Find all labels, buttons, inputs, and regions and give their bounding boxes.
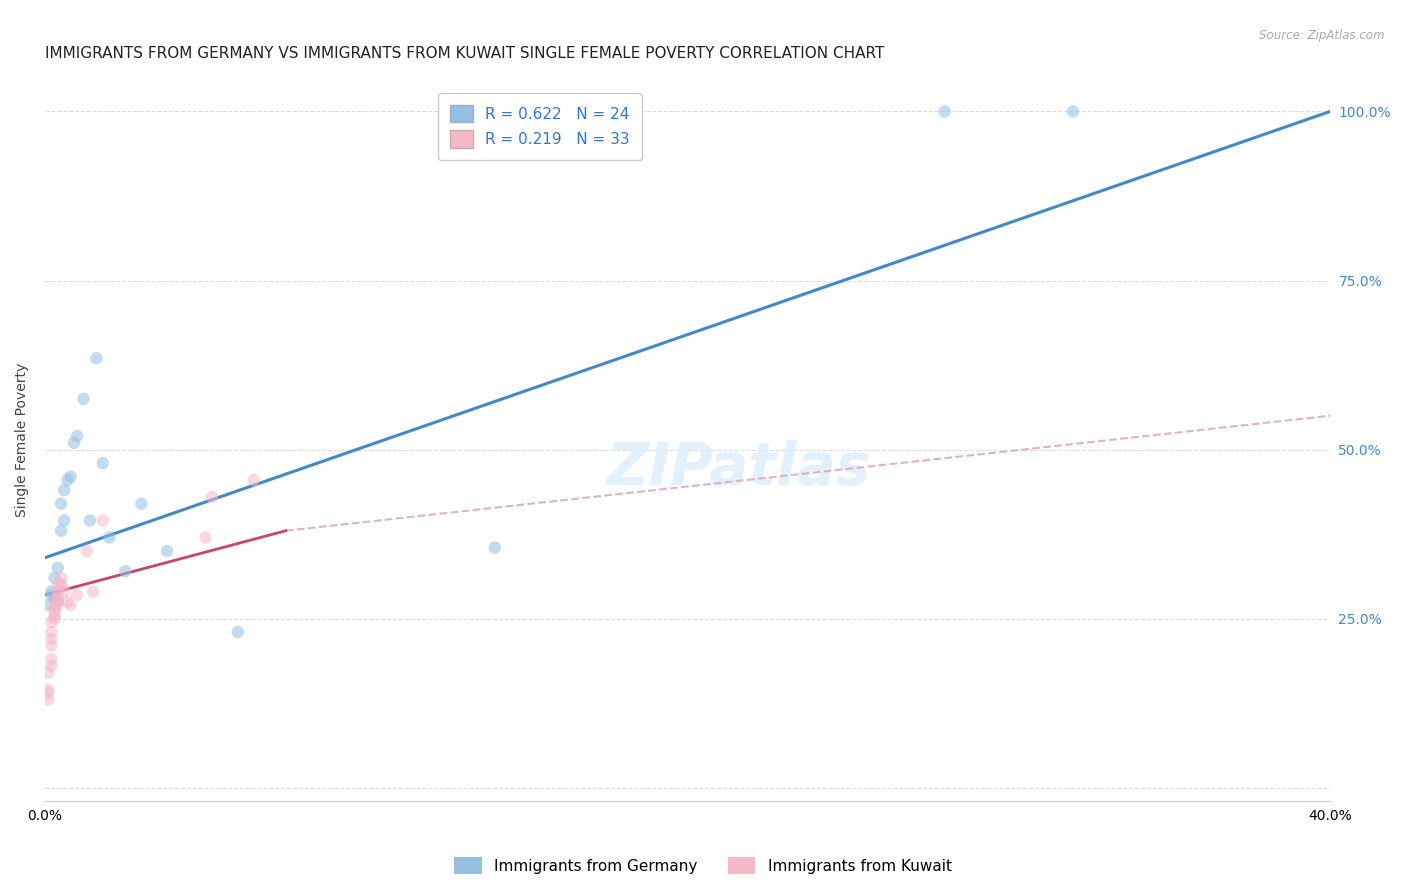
Point (56, 595, 79, 609)
Point (114, 564, 136, 578)
Point (46, 578, 69, 592)
Point (37, 665, 59, 680)
Point (59, 598, 82, 612)
Point (243, 473, 266, 487)
Y-axis label: Single Female Poverty: Single Female Poverty (15, 362, 30, 516)
Point (46, 595, 69, 609)
Point (91, 456, 114, 470)
Point (37, 692, 59, 706)
Point (49, 524, 72, 538)
Point (46, 561, 69, 575)
Point (41, 639, 63, 653)
Point (76, 544, 98, 558)
Point (44, 601, 66, 615)
Point (226, 625, 249, 640)
Point (46, 598, 69, 612)
Point (79, 514, 101, 528)
Point (98, 531, 121, 545)
Point (41, 625, 63, 640)
Legend: Immigrants from Germany, Immigrants from Kuwait: Immigrants from Germany, Immigrants from… (449, 851, 957, 880)
Point (49, 497, 72, 511)
Point (66, 429, 89, 443)
Point (46, 595, 69, 609)
Point (41, 615, 63, 629)
Point (46, 591, 69, 606)
Point (44, 591, 66, 606)
Point (49, 571, 72, 585)
Point (41, 659, 63, 673)
Point (934, 104, 956, 119)
Point (66, 588, 89, 602)
Point (86, 351, 108, 366)
Point (44, 598, 66, 612)
Point (194, 531, 217, 545)
Point (46, 584, 69, 599)
Point (59, 469, 82, 483)
Point (156, 544, 179, 558)
Point (53, 584, 76, 599)
Point (44, 608, 66, 623)
Point (91, 514, 114, 528)
Point (44, 605, 66, 619)
Point (53, 514, 76, 528)
Point (201, 490, 224, 504)
Point (72, 392, 94, 406)
Point (41, 652, 63, 666)
Point (49, 578, 72, 592)
Point (41, 584, 63, 599)
Point (131, 497, 153, 511)
Point (56, 473, 79, 487)
Point (37, 598, 59, 612)
Legend: R = 0.622   N = 24, R = 0.219   N = 33: R = 0.622 N = 24, R = 0.219 N = 33 (439, 93, 643, 160)
Point (82, 584, 104, 599)
Point (44, 611, 66, 625)
Point (37, 682, 59, 697)
Point (41, 588, 63, 602)
Point (44, 571, 66, 585)
Point (1062, 104, 1084, 119)
Point (37, 686, 59, 700)
Point (63, 435, 86, 450)
Text: IMMIGRANTS FROM GERMANY VS IMMIGRANTS FROM KUWAIT SINGLE FEMALE POVERTY CORRELAT: IMMIGRANTS FROM GERMANY VS IMMIGRANTS FR… (45, 46, 884, 62)
Point (53, 483, 76, 497)
Point (596, 104, 619, 119)
Point (484, 541, 506, 555)
Point (41, 632, 63, 646)
Text: ZIPatlas: ZIPatlas (606, 440, 872, 497)
Text: Source: ZipAtlas.com: Source: ZipAtlas.com (1260, 29, 1385, 42)
Point (49, 578, 72, 592)
